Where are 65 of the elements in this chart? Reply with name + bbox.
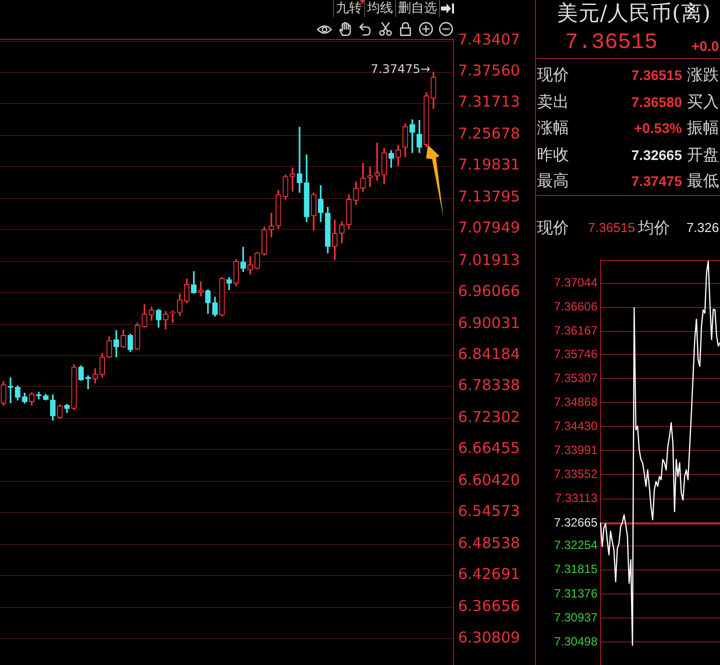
text: 均价 xyxy=(638,218,670,238)
y-tick-label: 6.96066 xyxy=(458,282,520,300)
text: 涨跌 xyxy=(687,65,719,85)
y-tick-label: 7.30498 xyxy=(554,634,598,648)
text: 振幅 xyxy=(687,118,719,138)
text: 7.37475 xyxy=(631,172,682,191)
y-tick-label: 7.43407 xyxy=(458,30,520,48)
y-tick-label: 7.31713 xyxy=(458,92,520,111)
candlestick xyxy=(367,166,373,187)
y-tick-label: 6.36656 xyxy=(458,597,520,616)
y-tick-label: 7.36606 xyxy=(554,300,598,314)
text: 删自选 xyxy=(395,0,440,17)
text: 九转 xyxy=(333,0,364,17)
text: 开盘 xyxy=(687,145,719,165)
text: 7.36515 xyxy=(565,30,658,56)
y-tick-label: 7.32665 xyxy=(554,516,598,530)
y-tick-label: 7.34430 xyxy=(554,418,598,433)
candlestick xyxy=(296,126,302,193)
y-tick-label: 7.25678 xyxy=(458,124,520,143)
text: 最低 xyxy=(687,171,719,191)
annotation: 7.37475→ xyxy=(370,62,430,76)
text: 最高 xyxy=(537,171,569,191)
y-tick-label: 7.33991 xyxy=(554,442,598,457)
text: 7.36580 xyxy=(631,93,682,112)
y-tick-label: 7.33552 xyxy=(554,467,598,482)
text: 7.326 xyxy=(686,219,719,237)
text: +0.0 xyxy=(691,37,719,55)
y-tick-label: 6.54573 xyxy=(458,502,520,520)
y-tick-label: 6.72302 xyxy=(458,408,520,426)
y-tick-label: 6.42691 xyxy=(458,565,520,584)
text: 7.36515 xyxy=(631,66,682,85)
y-tick-label: 7.34868 xyxy=(554,394,598,409)
y-tick-label: 7.33113 xyxy=(555,491,598,506)
text: 现价 xyxy=(537,65,569,85)
text: 现价 xyxy=(537,218,569,238)
y-tick-label: 7.13795 xyxy=(458,188,520,206)
text: 昨收 xyxy=(537,145,569,165)
y-tick-label: 7.35307 xyxy=(554,370,598,385)
y-tick-label: 6.90031 xyxy=(458,314,520,332)
y-tick-label: 7.37560 xyxy=(458,61,520,80)
y-tick-label: 7.07949 xyxy=(458,218,520,237)
text: 7.36515 xyxy=(588,219,635,237)
text: 美元/人民币(离) xyxy=(557,0,711,26)
text: 7.32665 xyxy=(631,146,682,165)
text: 卖出 xyxy=(537,92,569,112)
y-tick-label: 7.37044 xyxy=(554,276,598,290)
y-tick-label: 7.31815 xyxy=(554,562,598,576)
y-tick-label: 6.78338 xyxy=(458,376,520,394)
y-tick-label: 6.48538 xyxy=(458,534,520,552)
y-tick-label: 7.19831 xyxy=(458,156,520,174)
y-tick-label: 6.66455 xyxy=(458,439,520,458)
y-tick-label: 6.84184 xyxy=(458,344,520,363)
y-tick-label: 7.32254 xyxy=(554,538,598,552)
y-tick-label: 7.01913 xyxy=(458,250,520,269)
candlestick xyxy=(290,168,296,192)
y-tick-label: 6.60420 xyxy=(458,471,520,490)
text: 买入 xyxy=(687,92,719,112)
y-tick-label: 7.36167 xyxy=(554,324,598,338)
text: 涨幅 xyxy=(537,118,569,138)
y-tick-label: 6.30809 xyxy=(458,628,520,646)
text: 均线 xyxy=(364,0,395,17)
y-tick-label: 7.35746 xyxy=(554,346,598,361)
y-tick-label: 7.31376 xyxy=(554,586,598,600)
text: +0.53% xyxy=(634,119,682,138)
y-tick-label: 7.30937 xyxy=(554,610,598,624)
